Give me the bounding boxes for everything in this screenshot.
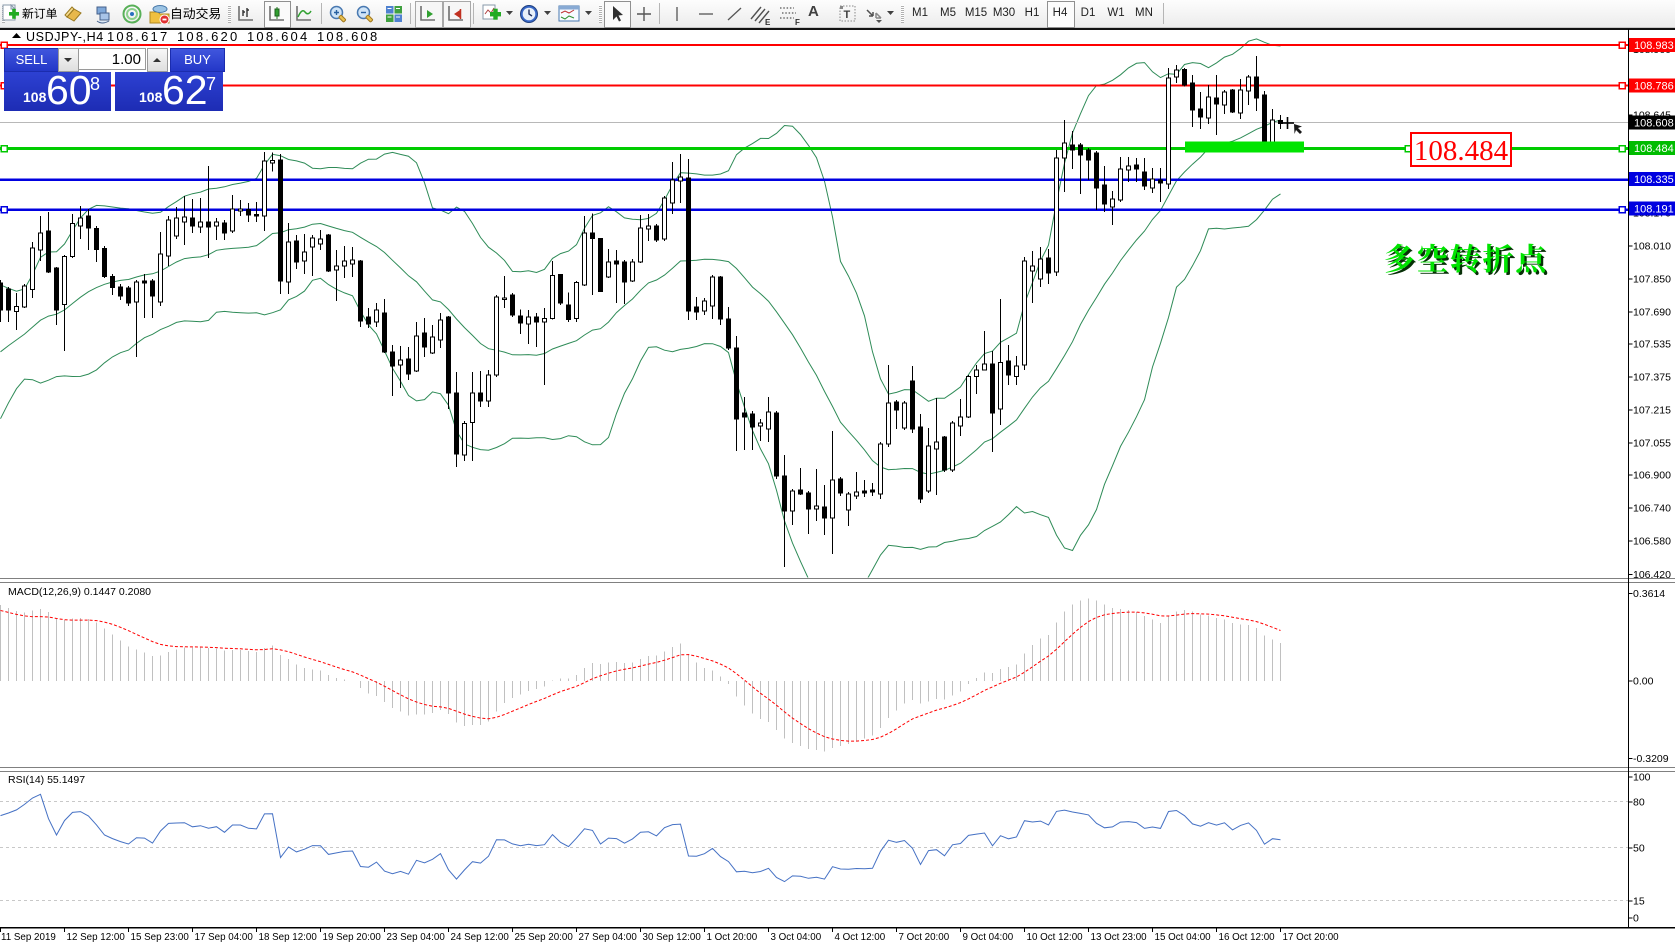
svg-text:16 Oct 12:00: 16 Oct 12:00 [1219,932,1276,943]
svg-text:11 Sep 2019: 11 Sep 2019 [1,932,56,943]
svg-text:3 Oct 04:00: 3 Oct 04:00 [771,932,822,943]
svg-text:27 Sep 04:00: 27 Sep 04:00 [579,932,638,943]
svg-text:9 Oct 04:00: 9 Oct 04:00 [963,932,1014,943]
svg-text:108.484: 108.484 [1414,135,1509,167]
svg-text:107.215: 107.215 [1633,405,1671,417]
svg-text:106.900: 106.900 [1633,470,1671,482]
svg-text:4 Oct 12:00: 4 Oct 12:00 [835,932,886,943]
svg-text:108.191: 108.191 [1634,204,1674,216]
svg-text:E: E [765,18,771,26]
svg-text:15 Sep 23:00: 15 Sep 23:00 [131,932,190,943]
svg-text:108.786: 108.786 [1634,81,1674,93]
svg-text:23 Sep 04:00: 23 Sep 04:00 [387,932,446,943]
svg-text:106.420: 106.420 [1633,569,1671,581]
svg-text:USDJPY-,H4: USDJPY-,H4 [26,30,104,44]
svg-text:107.535: 107.535 [1633,339,1671,351]
svg-text:108.335: 108.335 [1634,174,1674,186]
svg-text:108.983: 108.983 [1634,40,1674,52]
svg-text:19 Sep 20:00: 19 Sep 20:00 [323,932,382,943]
svg-text:15: 15 [1633,896,1645,908]
svg-text:-0.3209: -0.3209 [1633,753,1669,765]
svg-text:18 Sep 12:00: 18 Sep 12:00 [259,932,318,943]
svg-text:1 Oct 20:00: 1 Oct 20:00 [707,932,758,943]
svg-text:107.375: 107.375 [1633,372,1671,384]
svg-text:100: 100 [1633,772,1651,784]
svg-text:F: F [795,18,800,26]
svg-text:0.00: 0.00 [1633,676,1654,688]
svg-text:17 Oct 20:00: 17 Oct 20:00 [1283,932,1340,943]
svg-text:108.604: 108.604 [247,29,309,44]
svg-text:108.620: 108.620 [177,29,239,44]
svg-text:12 Sep 12:00: 12 Sep 12:00 [67,932,126,943]
svg-text:80: 80 [1633,797,1645,809]
svg-text:108.010: 108.010 [1633,240,1671,252]
svg-text:0.3614: 0.3614 [1633,588,1665,600]
svg-text:30 Sep 12:00: 30 Sep 12:00 [643,932,702,943]
svg-text:107.055: 107.055 [1633,438,1671,450]
svg-text:108.484: 108.484 [1634,143,1674,155]
svg-text:106.740: 106.740 [1633,503,1671,515]
svg-text:T: T [844,9,851,21]
svg-text:108.608: 108.608 [317,29,379,44]
svg-text:50: 50 [1633,843,1645,855]
svg-text:17 Sep 04:00: 17 Sep 04:00 [195,932,254,943]
svg-text:15 Oct 04:00: 15 Oct 04:00 [1155,932,1212,943]
svg-text:106.580: 106.580 [1633,536,1671,548]
svg-text:0: 0 [1633,913,1639,925]
svg-text:107.850: 107.850 [1633,273,1671,285]
svg-text:RSI(14) 55.1497: RSI(14) 55.1497 [8,774,85,786]
svg-text:7 Oct 20:00: 7 Oct 20:00 [899,932,950,943]
svg-text:10 Oct 12:00: 10 Oct 12:00 [1027,932,1084,943]
svg-text:25 Sep 20:00: 25 Sep 20:00 [515,932,574,943]
svg-text:13 Oct 23:00: 13 Oct 23:00 [1091,932,1148,943]
svg-text:107.690: 107.690 [1633,307,1671,319]
svg-text:24 Sep 12:00: 24 Sep 12:00 [451,932,510,943]
svg-text:108.617: 108.617 [107,29,169,44]
svg-text:MACD(12,26,9) 0.1447 0.2080: MACD(12,26,9) 0.1447 0.2080 [8,586,151,598]
svg-text:108.608: 108.608 [1634,117,1674,129]
